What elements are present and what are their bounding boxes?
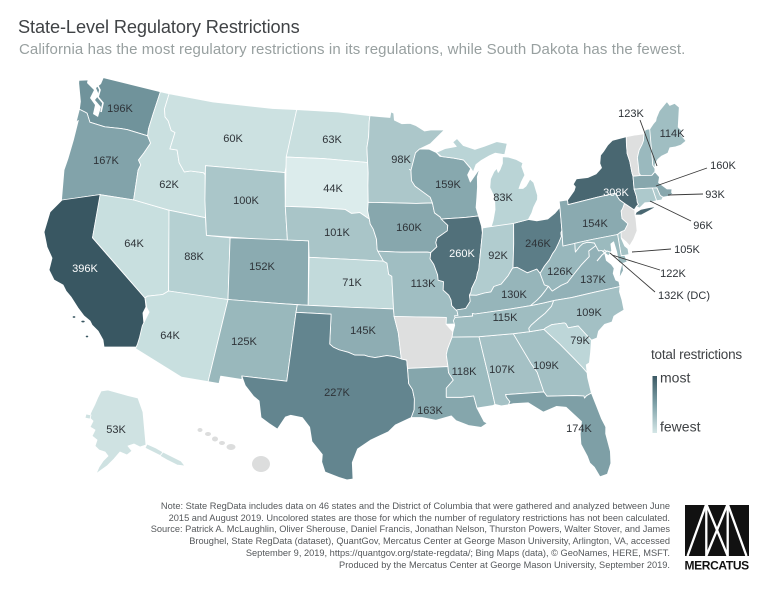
svg-text:160K: 160K [396,222,422,234]
svg-text:most: most [660,370,690,386]
svg-text:63K: 63K [322,134,342,146]
svg-text:115K: 115K [493,312,519,324]
svg-text:174K: 174K [566,423,592,435]
svg-text:71K: 71K [342,277,362,289]
svg-text:64K: 64K [124,238,144,250]
svg-text:114K: 114K [660,128,686,140]
svg-text:113K: 113K [411,278,437,290]
svg-text:167K: 167K [93,155,119,167]
svg-text:246K: 246K [525,238,551,250]
svg-text:64K: 64K [160,330,180,342]
svg-text:109K: 109K [533,360,559,372]
svg-text:160K: 160K [710,160,736,172]
svg-text:137K: 137K [580,274,606,286]
svg-text:227K: 227K [324,387,350,399]
svg-text:93K: 93K [705,189,725,201]
svg-text:60K: 60K [223,133,243,145]
svg-text:163K: 163K [417,405,443,417]
svg-text:109K: 109K [576,307,602,319]
svg-text:83K: 83K [493,192,513,204]
svg-text:98K: 98K [391,154,411,166]
svg-text:100K: 100K [233,195,259,207]
svg-text:105K: 105K [674,244,700,256]
svg-text:101K: 101K [324,227,350,239]
svg-text:44K: 44K [323,183,343,195]
svg-text:62K: 62K [159,179,179,191]
svg-text:152K: 152K [249,261,275,273]
svg-text:125K: 125K [231,336,257,348]
svg-text:130K: 130K [501,289,527,301]
svg-text:107K: 107K [489,364,515,376]
svg-text:308K: 308K [603,187,629,199]
svg-text:53K: 53K [106,424,126,436]
svg-text:196K: 196K [107,103,133,115]
svg-text:154K: 154K [582,218,608,230]
svg-text:79K: 79K [570,335,590,347]
svg-text:396K: 396K [72,263,98,275]
svg-text:126K: 126K [547,266,573,278]
svg-text:118K: 118K [452,366,478,378]
svg-text:fewest: fewest [660,419,701,435]
svg-text:159K: 159K [435,179,461,191]
svg-text:92K: 92K [488,250,508,262]
svg-text:122K: 122K [660,268,686,280]
svg-text:MERCATUS: MERCATUS [685,559,750,573]
svg-text:123K: 123K [618,108,644,120]
svg-text:132K (DC): 132K (DC) [658,290,710,302]
svg-text:88K: 88K [184,251,204,263]
svg-text:96K: 96K [693,220,713,232]
svg-text:260K: 260K [449,248,475,260]
svg-text:total restrictions: total restrictions [651,347,742,362]
svg-text:145K: 145K [350,325,376,337]
